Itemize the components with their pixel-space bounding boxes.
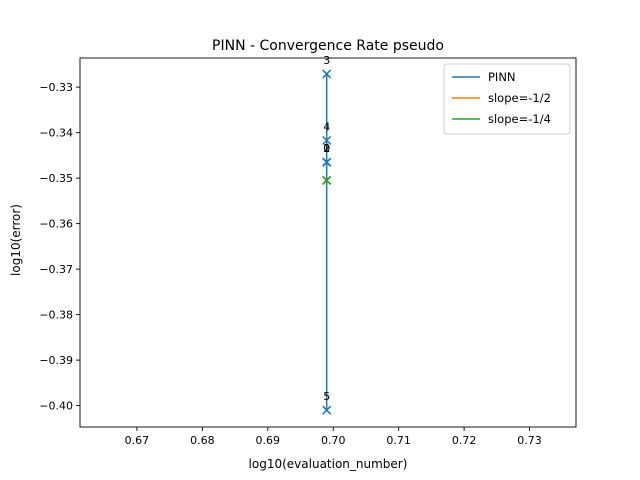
point-label-0: 0	[323, 142, 330, 155]
series-0-point-3	[322, 135, 332, 145]
x-axis-label: log10(evaluation_number)	[249, 457, 408, 471]
point-label-1: 1	[323, 142, 330, 155]
legend: PINN slope=-1/2 slope=-1/4	[443, 63, 571, 135]
x-tick-label-6: 0.73	[517, 434, 542, 447]
chart-title: PINN - Convergence Rate pseudo	[212, 38, 444, 54]
y-tick-label-1: −0.34	[39, 127, 73, 140]
series-0-point-5	[322, 157, 332, 167]
legend-entry-0: PINN	[488, 70, 516, 84]
point-label-3: 4	[323, 120, 330, 133]
series-2-point-1	[322, 175, 332, 185]
y-tick-label-4: −0.37	[39, 263, 73, 276]
y-axis-label: log10(error)	[9, 204, 23, 276]
plot-area	[79, 57, 577, 428]
x-tick-label-0: 0.67	[125, 434, 150, 447]
legend-box	[443, 63, 571, 135]
series-layer	[322, 69, 332, 415]
y-tick-label-6: −0.39	[39, 354, 73, 367]
y-tick-label-7: −0.40	[39, 400, 73, 413]
axis-ticks: 0.67 0.68 0.69 0.70 0.71 0.72 0.73 −0.33 −0.34 −0…	[39, 81, 542, 447]
x-tick-label-5: 0.72	[452, 434, 477, 447]
y-tick-label-0: −0.33	[39, 81, 73, 94]
y-tick-label-3: −0.36	[39, 218, 73, 231]
x-tick-label-2: 0.69	[256, 434, 281, 447]
legend-entry-1: slope=-1/2	[488, 91, 551, 105]
x-tick-label-1: 0.68	[190, 434, 215, 447]
series-0-point-4	[322, 405, 332, 415]
point-label-2: 3	[323, 54, 330, 67]
series-0-point-2	[322, 69, 332, 79]
x-tick-label-3: 0.70	[321, 434, 346, 447]
point-label-5: 2	[323, 142, 330, 155]
legend-entry-2: slope=-1/4	[488, 112, 551, 126]
axes-frame	[79, 57, 577, 428]
y-tick-label-2: −0.35	[39, 172, 73, 185]
point-labels: 01 3 4 5 2	[323, 54, 330, 403]
x-tick-label-4: 0.71	[386, 434, 411, 447]
y-tick-label-5: −0.38	[39, 309, 73, 322]
point-label-4: 5	[323, 390, 330, 403]
